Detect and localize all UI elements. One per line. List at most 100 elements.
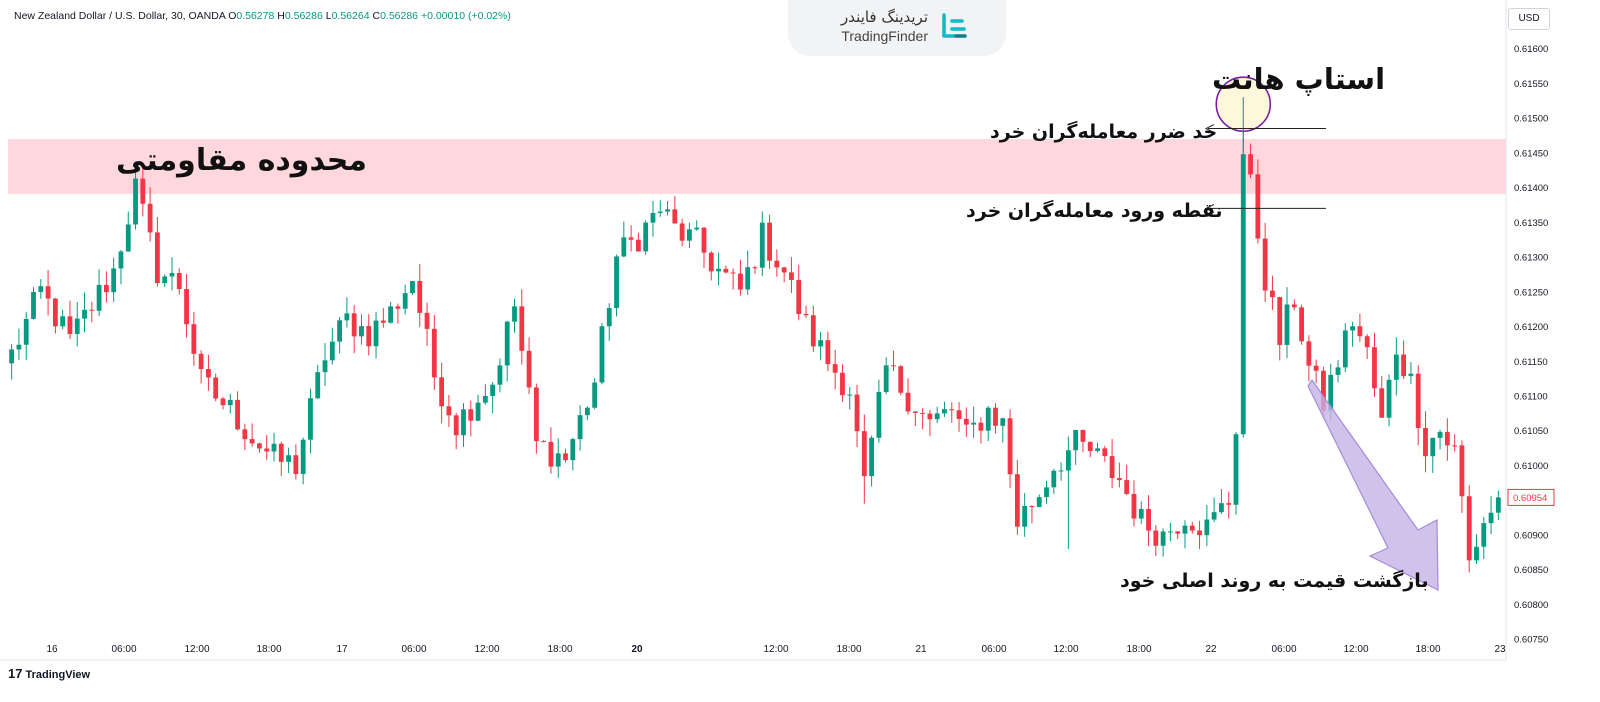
price-tick-label: 0.61550 <box>1514 79 1548 90</box>
candle-body <box>738 273 743 290</box>
candle-body <box>453 415 459 436</box>
candle-body <box>1357 326 1363 337</box>
time-tick-label: 06:00 <box>111 644 136 655</box>
time-tick-label: 22 <box>1205 644 1217 655</box>
candle-body <box>759 222 765 268</box>
low-value: 0.56264 <box>331 10 370 22</box>
price-tick-label: 0.61300 <box>1514 253 1548 264</box>
candle-body <box>1124 480 1130 494</box>
candle-body <box>1474 546 1479 561</box>
currency-button[interactable]: USD <box>1508 8 1550 30</box>
candle-body <box>16 344 22 350</box>
candle-body <box>1335 367 1341 375</box>
change-value: +0.00010 (+0.02%) <box>420 10 511 22</box>
candle-body <box>614 256 619 309</box>
candle-body <box>103 284 109 293</box>
candle-body <box>395 306 401 309</box>
candle-body <box>1000 418 1006 426</box>
candle-body <box>526 350 532 388</box>
candle-body <box>978 422 984 431</box>
candle-body <box>1291 304 1297 308</box>
price-tick-label: 0.61150 <box>1514 357 1548 368</box>
time-tick-label: 17 <box>336 644 348 655</box>
candle-body <box>672 209 678 224</box>
candle-body <box>920 412 926 414</box>
candle-body <box>133 178 138 225</box>
candle-body <box>512 306 517 322</box>
candle-body <box>67 316 73 334</box>
candle-body <box>803 313 809 316</box>
candle-body <box>774 260 780 268</box>
candle-body <box>519 306 525 351</box>
time-tick-label: 18:00 <box>1126 644 1151 655</box>
candle-body <box>23 318 29 345</box>
candle-body <box>533 387 539 442</box>
candle-body <box>446 406 452 416</box>
candle-body <box>504 321 510 366</box>
price-tick-label: 0.61600 <box>1514 44 1548 55</box>
candle-body <box>1386 379 1392 418</box>
candle-body <box>840 372 845 396</box>
tradingview-logo-icon: 17 <box>8 666 23 681</box>
candle-body <box>1022 506 1028 527</box>
candle-body <box>198 353 204 370</box>
candle-body <box>810 315 816 347</box>
candle-body <box>497 365 503 385</box>
candle-body <box>1065 450 1071 471</box>
candle-body <box>184 289 189 325</box>
candle-body <box>257 443 262 449</box>
candle-body <box>74 318 80 334</box>
candle-body <box>1379 388 1385 418</box>
candles-layer <box>9 97 1501 573</box>
candle-body <box>657 211 663 214</box>
candle-body <box>1452 445 1458 447</box>
candle-body <box>599 326 605 383</box>
candle-body <box>1160 531 1166 546</box>
high-value: 0.56286 <box>284 10 323 22</box>
tradingfinder-logo: تریدینگ فایندر TradingFinder <box>788 0 1006 56</box>
time-tick-label: 06:00 <box>1271 644 1296 655</box>
candle-body <box>701 227 707 253</box>
candle-body <box>1270 290 1275 298</box>
candle-body <box>570 439 576 461</box>
candle-body <box>1182 525 1188 534</box>
candle-body <box>1044 487 1049 498</box>
candle-body <box>82 309 87 319</box>
candle-body <box>431 328 437 378</box>
candle-body <box>329 341 335 361</box>
candle-body <box>818 340 823 347</box>
candle-body <box>825 340 831 365</box>
candle-body <box>410 281 415 294</box>
low-label: L <box>325 10 332 22</box>
candle-body <box>854 394 860 432</box>
time-tick-label: 18:00 <box>1415 644 1440 655</box>
candle-body <box>1262 238 1268 291</box>
candle-body <box>635 239 641 252</box>
candle-body <box>541 441 547 443</box>
candle-body <box>475 402 481 421</box>
price-tick-label: 0.61200 <box>1514 322 1548 333</box>
close-value: 0.56286 <box>380 10 419 22</box>
tradingview-brand-text: TradingView <box>25 669 91 681</box>
candle-body <box>1175 531 1181 534</box>
candle-body <box>1437 431 1443 438</box>
candle-body <box>351 313 357 337</box>
candle-body <box>548 441 554 467</box>
candle-body <box>96 284 102 311</box>
time-tick-label: 18:00 <box>836 644 861 655</box>
retail-entry-level-arrowhead <box>1204 203 1215 213</box>
candle-body <box>125 224 131 252</box>
candle-body <box>1073 429 1079 451</box>
candle-body <box>1423 428 1428 457</box>
price-tick-label: 0.61100 <box>1514 392 1548 403</box>
candle-body <box>249 439 255 444</box>
candle-body <box>730 272 736 274</box>
price-tick-label: 0.61500 <box>1514 114 1548 125</box>
time-tick-label: 18:00 <box>256 644 281 655</box>
price-tick-label: 0.60750 <box>1514 635 1548 646</box>
candle-body <box>847 394 853 396</box>
price-tick-label: 0.60900 <box>1514 530 1548 541</box>
price-return-arrow <box>1307 378 1439 591</box>
candle-body <box>235 399 240 430</box>
candle-body <box>708 252 714 272</box>
